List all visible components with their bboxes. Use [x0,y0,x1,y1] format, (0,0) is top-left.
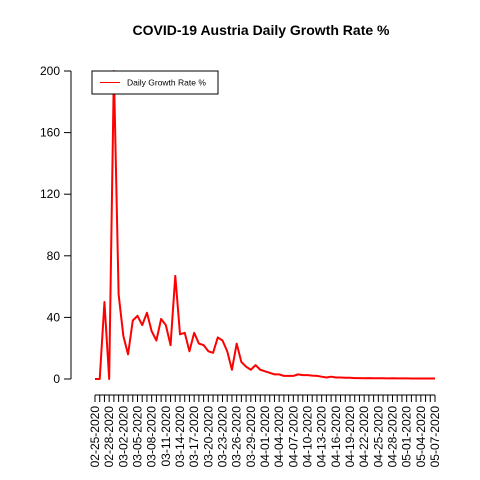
x-tick-label: 03-26-2020 [230,406,244,468]
x-tick-label: 03-08-2020 [145,406,159,468]
legend: Daily Growth Rate % [91,70,219,95]
x-tick-label: 03-29-2020 [244,406,258,468]
chart-title: COVID-19 Austria Daily Growth Rate % [133,22,391,38]
x-tick-label: 02-28-2020 [102,406,116,468]
y-tick-label: 40 [47,310,61,324]
y-tick-label: 200 [40,64,60,78]
x-tick-label: 03-23-2020 [216,406,230,468]
x-tick-label: 03-11-2020 [159,406,173,467]
series-layer [95,70,435,380]
x-tick-label: 03-05-2020 [131,406,145,468]
x-tick-label: 05-07-2020 [428,406,442,468]
legend-entry-label: Daily Growth Rate % [127,78,206,88]
legend-box [91,70,219,95]
x-tick-label: 04-04-2020 [272,406,286,468]
x-tick-label: 04-16-2020 [329,406,343,468]
x-axis: 02-25-2020 02-28-2020 03-02-2020 03-05-2020… [88,394,442,468]
x-tick-label: 05-04-2020 [414,406,428,468]
y-tick-label: 160 [40,126,60,140]
x-tick-label: 02-25-2020 [88,406,102,468]
y-tick-label: 0 [53,372,60,386]
x-tick-label: 04-22-2020 [357,406,371,468]
x-tick-label: 03-02-2020 [116,406,130,468]
y-axis: 0 40 80 120 160 200 [40,64,72,386]
x-tick-label: 04-25-2020 [371,406,385,468]
x-tick-label: 03-17-2020 [187,406,201,468]
x-tick-label: 04-13-2020 [315,406,329,468]
x-tick-label: 04-07-2020 [286,406,300,468]
x-tick-label: 04-28-2020 [386,406,400,468]
x-tick-label: 03-14-2020 [173,406,187,468]
x-tick-label: 05-01-2020 [400,406,414,468]
y-tick-label: 80 [47,249,61,263]
series-line [95,70,435,380]
y-tick-label: 120 [40,187,60,201]
x-tick-label: 04-10-2020 [301,406,315,468]
x-tick-label: 04-19-2020 [343,406,357,468]
x-tick-label: 04-01-2020 [258,406,272,468]
x-tick-label: 03-20-2020 [201,406,215,468]
